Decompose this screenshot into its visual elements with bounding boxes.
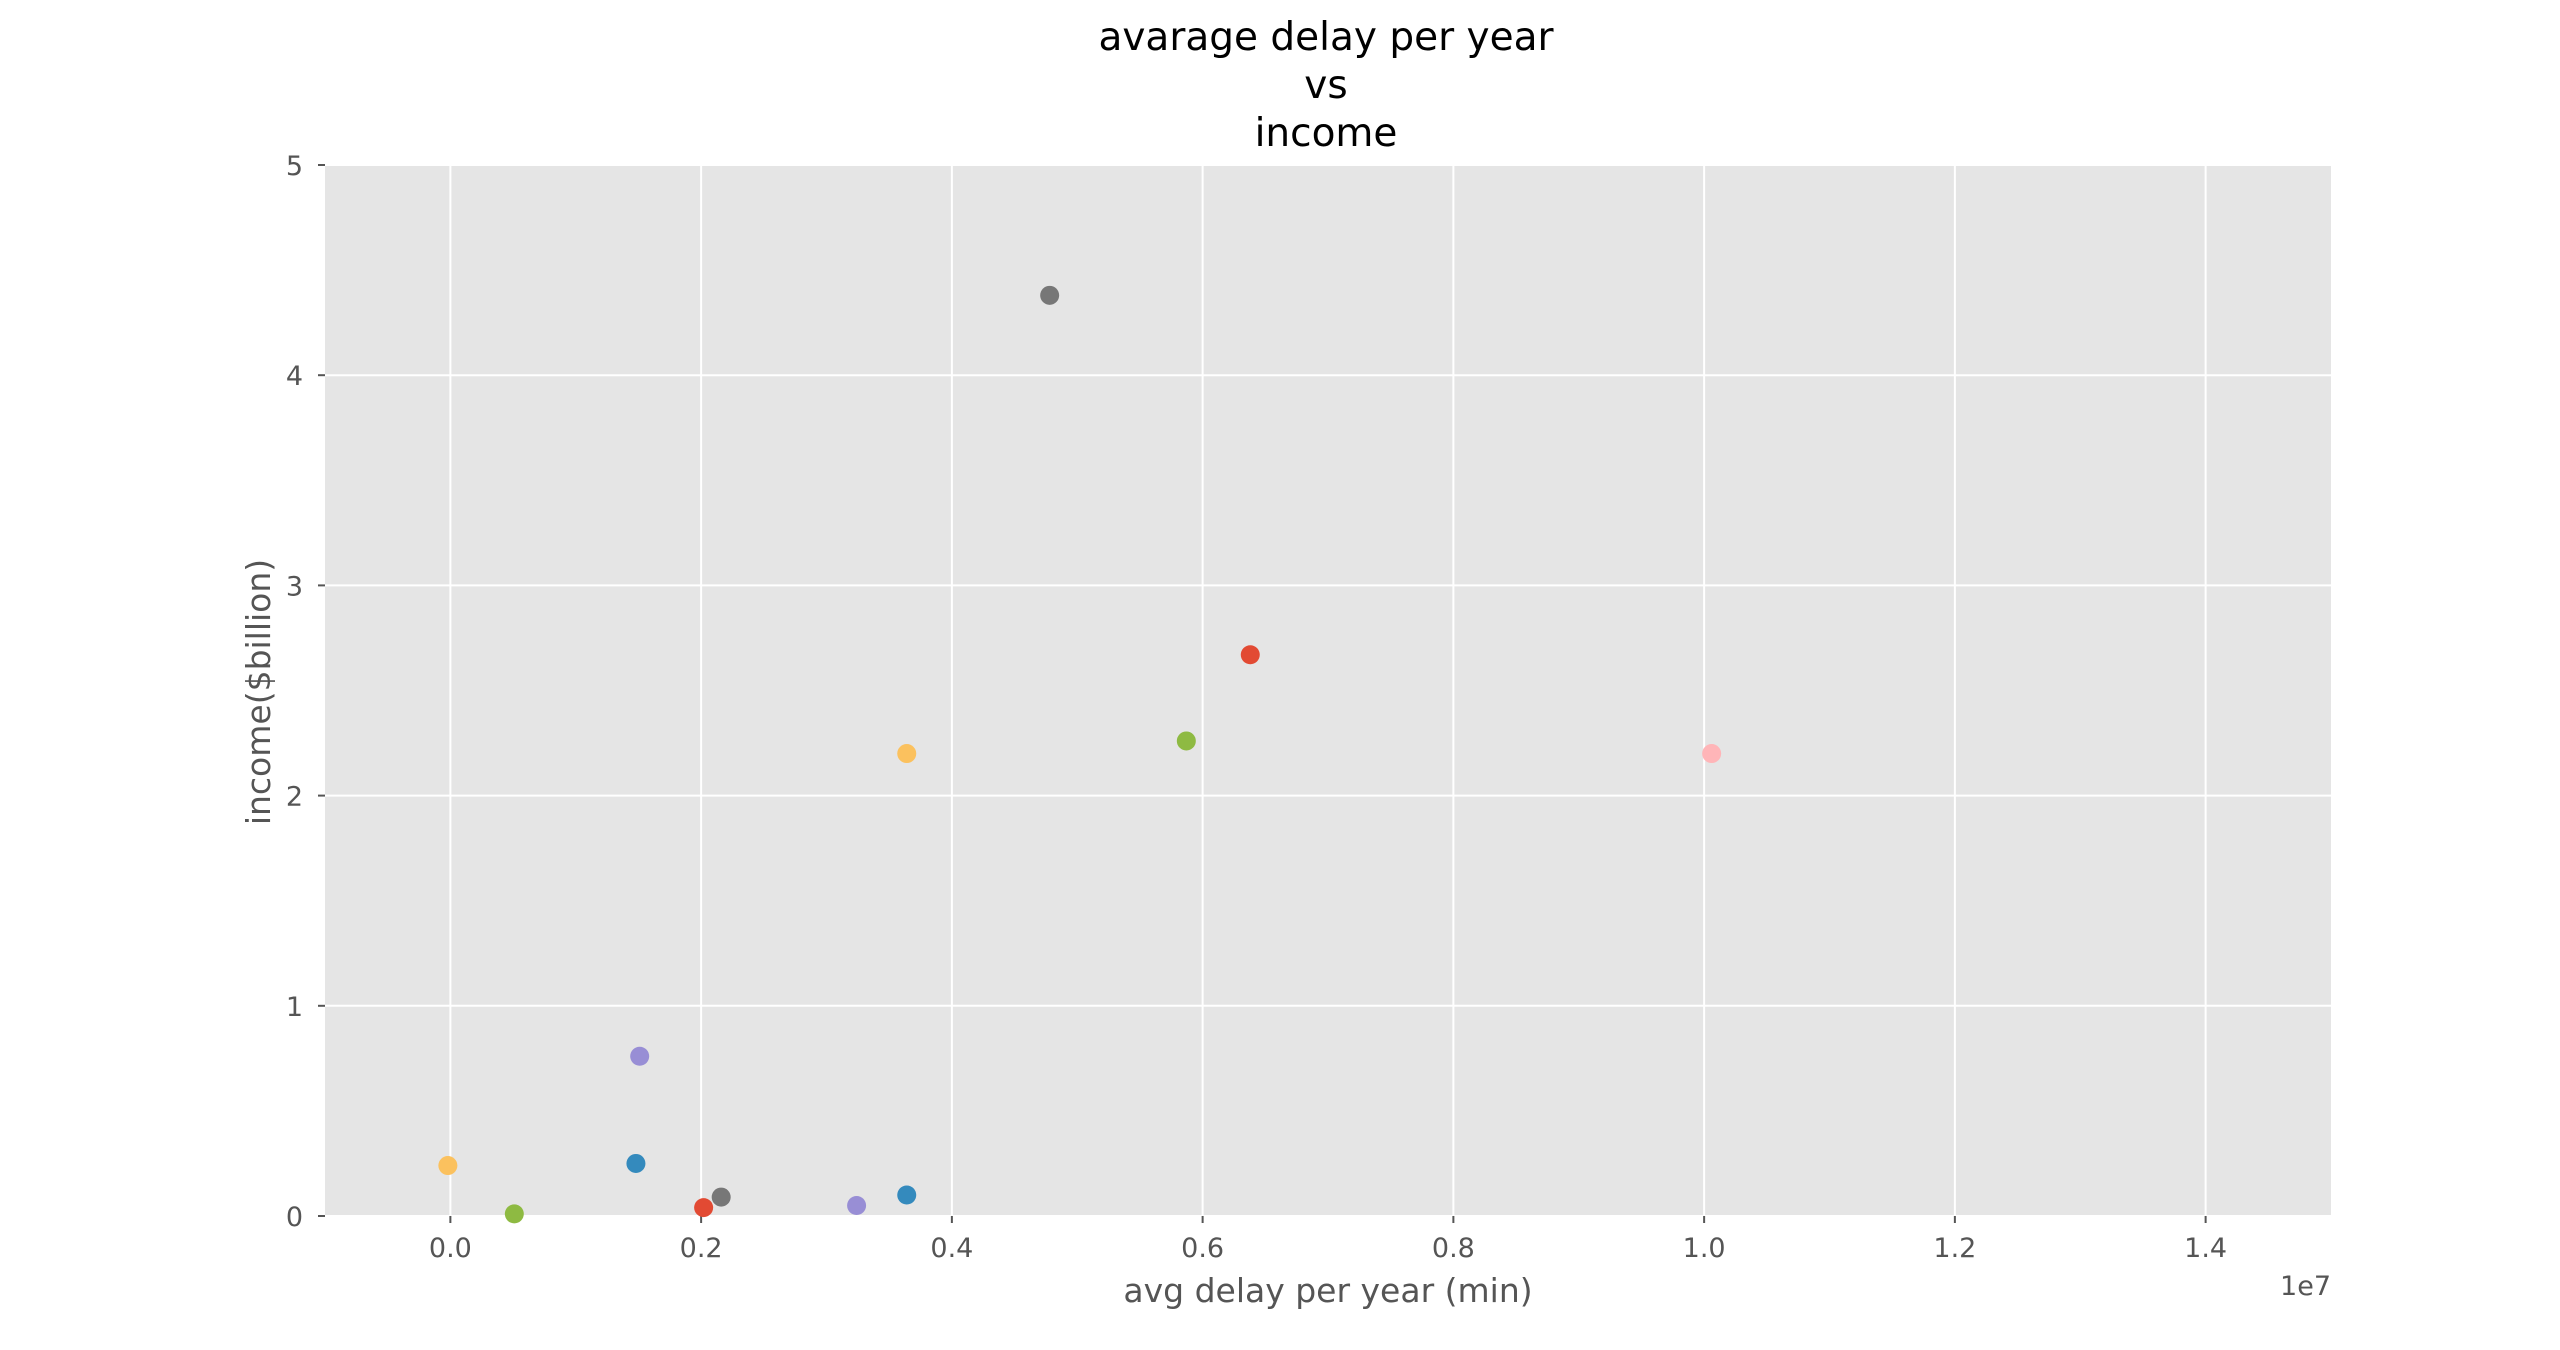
data-point [630, 1046, 650, 1066]
data-point [626, 1153, 646, 1173]
y-axis-label: income($billion) [239, 559, 278, 825]
y-tick-label: 2 [286, 782, 303, 813]
chart-title-line-2: vs [1304, 63, 1347, 108]
data-point [897, 1185, 917, 1205]
x-tick-label: 0.4 [930, 1233, 973, 1264]
x-tick-label: 0.6 [1181, 1233, 1224, 1264]
y-tick-label: 0 [286, 1202, 303, 1233]
x-axis-label: avg delay per year (min) [1123, 1271, 1532, 1310]
data-points [438, 285, 1722, 1224]
data-point [694, 1198, 714, 1218]
chart-title-line-1: avarage delay per year [1098, 15, 1554, 60]
plot-area [325, 165, 2331, 1216]
chart-title-line-3: income [1255, 111, 1398, 156]
y-tick-label: 1 [286, 992, 303, 1023]
x-tick-label: 0.0 [429, 1233, 472, 1264]
x-tick-label: 1.2 [1933, 1233, 1976, 1264]
data-point [504, 1204, 524, 1224]
data-point [711, 1187, 731, 1207]
data-point [1702, 744, 1722, 764]
data-point [1240, 645, 1260, 665]
x-tick-label: 0.8 [1432, 1233, 1475, 1264]
x-tick-label: 1.0 [1683, 1233, 1726, 1264]
data-point [897, 744, 917, 764]
y-tick-labels: 0 1 2 3 4 5 [286, 151, 303, 1233]
tick-marks [318, 164, 2207, 1223]
data-point [1040, 285, 1060, 305]
x-tick-label: 0.2 [680, 1233, 723, 1264]
x-tick-labels: 0.0 0.2 0.4 0.6 0.8 1.0 1.2 1.4 [429, 1233, 2227, 1264]
x-axis-offset-label: 1e7 [2280, 1271, 2331, 1302]
y-tick-label: 4 [286, 361, 303, 392]
data-point [1176, 731, 1196, 751]
y-tick-label: 3 [286, 571, 303, 602]
data-point [438, 1156, 458, 1176]
y-tick-label: 5 [286, 151, 303, 182]
grid-lines [325, 164, 2331, 1217]
x-tick-label: 1.4 [2184, 1233, 2227, 1264]
data-point [847, 1195, 867, 1215]
